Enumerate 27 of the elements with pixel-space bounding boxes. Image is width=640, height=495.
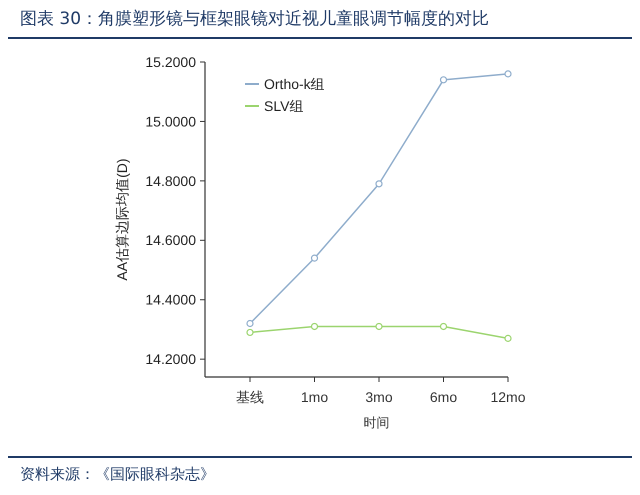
y-tick-label: 15.2000 — [145, 54, 196, 70]
text: 资料来源：《国际眼科杂志》 — [20, 465, 215, 483]
legend-label: SLV组 — [264, 98, 304, 114]
point — [440, 322, 448, 330]
point — [504, 334, 512, 342]
x-tick-label: 12mo — [490, 389, 526, 405]
y-tick-label: 14.4000 — [145, 292, 196, 308]
x-tick-label: 基线 — [236, 389, 264, 405]
point — [246, 320, 254, 328]
legend-label: Ortho-k组 — [264, 76, 325, 92]
point — [504, 70, 512, 78]
point — [246, 328, 254, 336]
point — [310, 322, 318, 330]
x-tick-label: 6mo — [430, 389, 458, 405]
y-tick-label: 14.8000 — [145, 172, 196, 189]
y-tick-label: 15.0000 — [145, 113, 196, 130]
chart-title: 图表 30：角膜塑形镜与框架眼镜对近视儿童眼调节幅度的对比 — [20, 9, 490, 29]
x-tick-label: 3mo — [365, 389, 393, 405]
point — [440, 76, 448, 84]
point — [310, 254, 318, 262]
point — [375, 180, 383, 188]
y-tick-label: 14.2000 — [145, 351, 196, 368]
y-axis-title: AA估算边际均值(D) — [114, 158, 130, 281]
x-tick-label: 1mo — [300, 389, 328, 405]
x-axis-title: 时间 — [364, 415, 390, 430]
y-tick-label: 14.6000 — [145, 232, 196, 248]
point — [375, 322, 383, 330]
